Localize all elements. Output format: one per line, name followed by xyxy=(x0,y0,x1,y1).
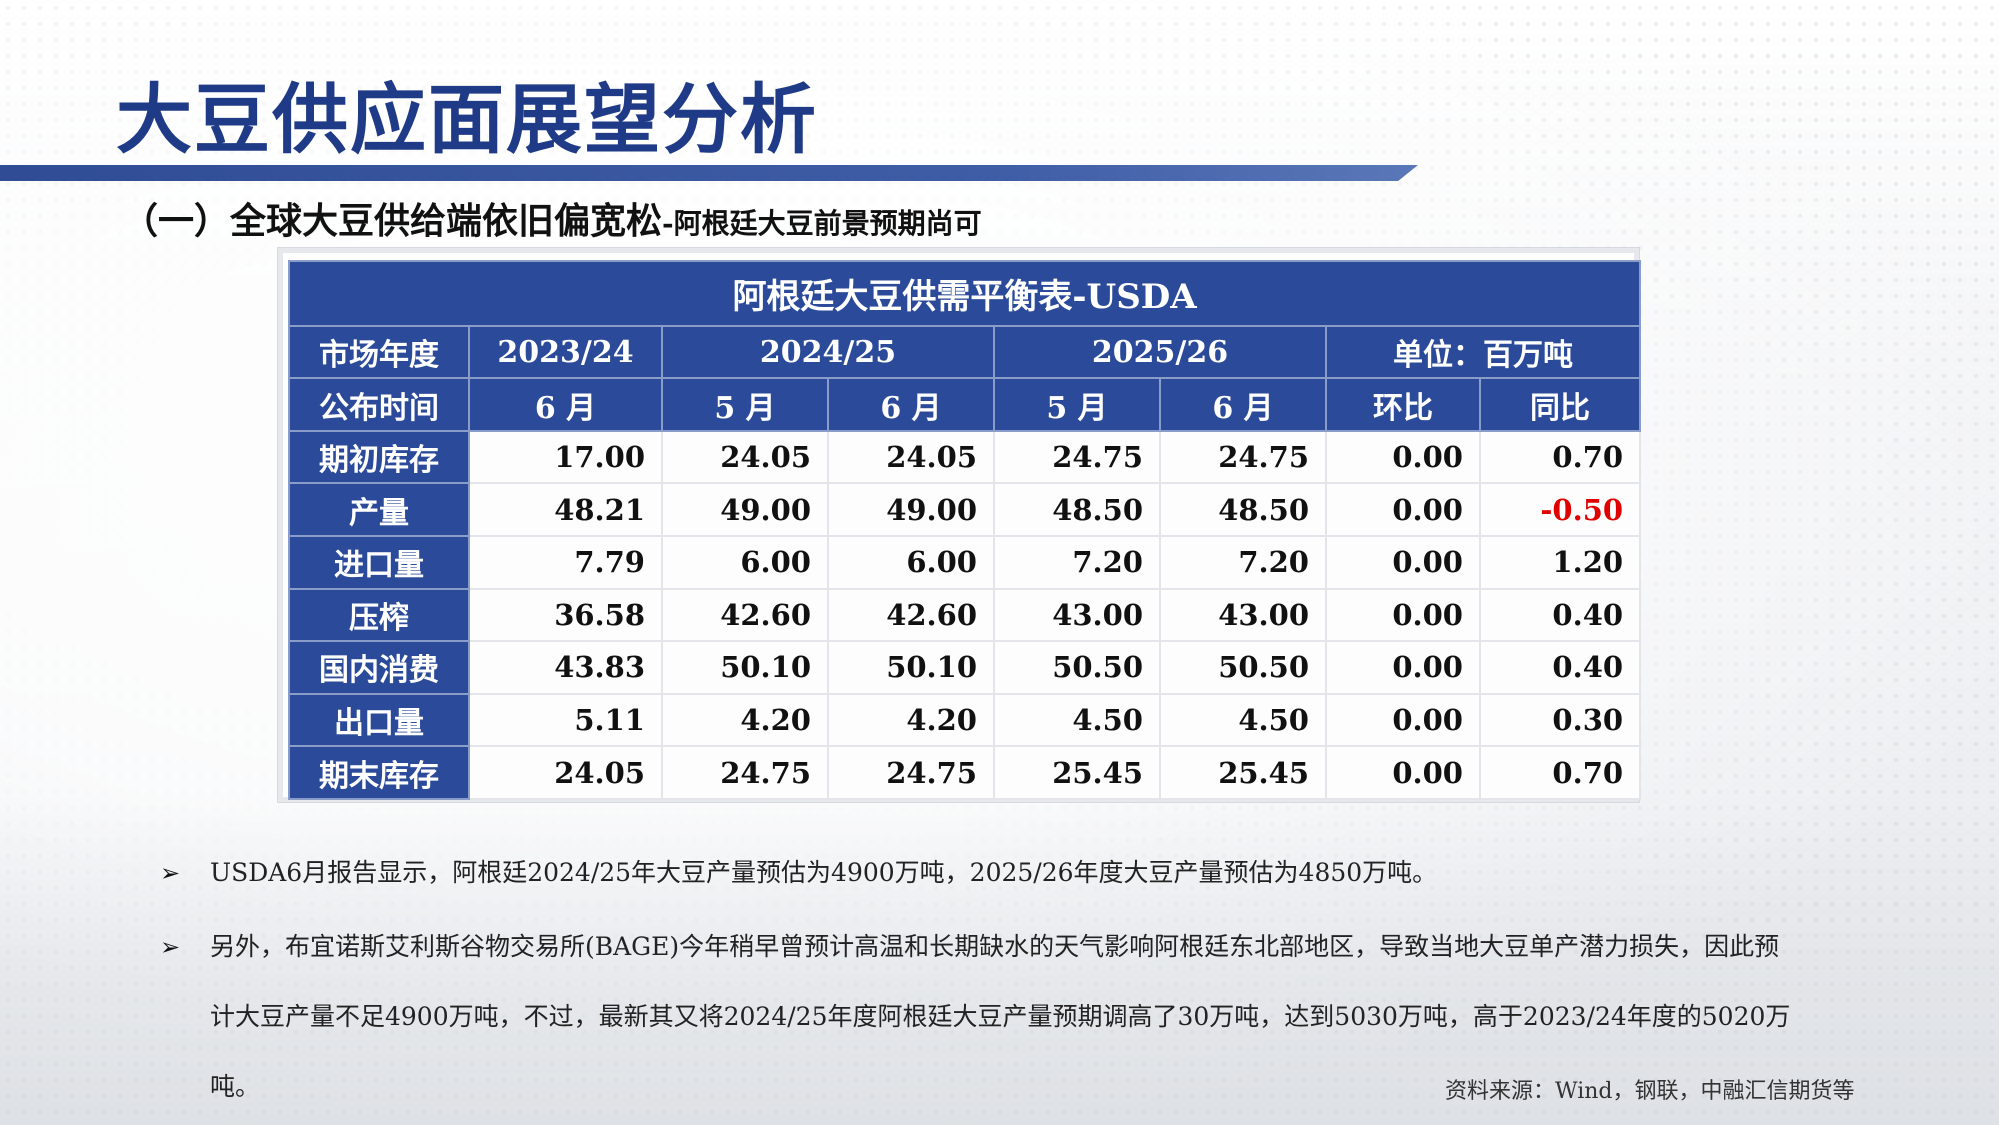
table-cell: 7.20 xyxy=(1159,535,1327,590)
table-cell: 0.30 xyxy=(1478,692,1642,748)
table-cell: 0.00 xyxy=(1325,482,1481,538)
table-cell: 4.50 xyxy=(1159,692,1327,748)
balance-table: 阿根廷大豆供需平衡表-USDA 市场年度 2023/24 2024/25 202… xyxy=(287,260,1642,800)
table-cell: 7.79 xyxy=(468,535,663,590)
header-market-year: 市场年度 xyxy=(288,324,470,380)
table-cell: 50.10 xyxy=(661,640,829,695)
table-cell: 42.60 xyxy=(661,587,829,643)
bullet-text: 另外，布宜诺斯艾利斯谷物交易所(BAGE)今年稍早曾预计高温和长期缺水的天气影响… xyxy=(210,932,1791,1101)
table-row: 出口量 5.11 4.20 4.20 4.50 4.50 0.00 0.30 xyxy=(288,692,1642,748)
table-caption: 阿根廷大豆供需平衡表-USDA xyxy=(287,260,1642,327)
arrow-bullet-icon: ➢ xyxy=(160,933,181,961)
table-cell: 25.45 xyxy=(1159,745,1327,800)
header-col: 环比 xyxy=(1325,377,1481,432)
table-cell: 24.75 xyxy=(993,429,1161,485)
table-cell: 24.05 xyxy=(827,429,995,485)
table-cell: 4.20 xyxy=(661,692,829,748)
header-year-2024: 2024/25 xyxy=(661,324,995,380)
bullet-item: ➢ USDA6月报告显示，阿根廷2024/25年大豆产量预估为4900万吨，20… xyxy=(160,838,1800,908)
table-cell: 49.00 xyxy=(827,482,995,538)
page-title: 大豆供应面展望分析 xyxy=(116,75,818,164)
table-cell: 50.50 xyxy=(1159,640,1327,695)
header-release-time: 公布时间 xyxy=(288,377,470,432)
table-cell: 1.20 xyxy=(1478,535,1642,590)
table-cell: 50.50 xyxy=(993,640,1161,695)
table-cell: 24.75 xyxy=(1159,429,1327,485)
background-skyline xyxy=(0,795,1999,1125)
table-cell: -0.50 xyxy=(1478,482,1642,538)
header-col: 6 月 xyxy=(827,377,995,432)
table-cell: 24.05 xyxy=(468,745,663,800)
bullet-text: USDA6月报告显示，阿根廷2024/25年大豆产量预估为4900万吨，2025… xyxy=(210,858,1438,887)
table-cell: 0.00 xyxy=(1325,587,1481,643)
row-label: 压榨 xyxy=(288,587,470,643)
table-row: 压榨 36.58 42.60 42.60 43.00 43.00 0.00 0.40 xyxy=(288,587,1642,643)
table-row: 期末库存 24.05 24.75 24.75 25.45 25.45 0.00 0.70 xyxy=(288,745,1642,800)
table-cell: 7.20 xyxy=(993,535,1161,590)
table-cell: 24.75 xyxy=(661,745,829,800)
table-cell: 17.00 xyxy=(468,429,663,485)
table-cell: 48.50 xyxy=(1159,482,1327,538)
table-cell: 0.00 xyxy=(1325,429,1481,485)
header-col: 同比 xyxy=(1478,377,1642,432)
table-cell: 49.00 xyxy=(661,482,829,538)
bullet-list: ➢ USDA6月报告显示，阿根廷2024/25年大豆产量预估为4900万吨，20… xyxy=(160,838,1800,1122)
table-cell: 43.83 xyxy=(468,640,663,695)
table-cell: 5.11 xyxy=(468,692,663,748)
row-label: 进口量 xyxy=(288,535,470,590)
table-cell: 48.50 xyxy=(993,482,1161,538)
table-body: 期初库存 17.00 24.05 24.05 24.75 24.75 0.00 0.70 产量 4… xyxy=(288,429,1642,800)
table-cell: 0.70 xyxy=(1478,429,1642,485)
header-year-2025: 2025/26 xyxy=(993,324,1327,380)
title-underline-bar xyxy=(0,165,1418,181)
table-row: 期初库存 17.00 24.05 24.05 24.75 24.75 0.00 0.70 xyxy=(288,429,1642,485)
subtitle-sub: -阿根廷大豆前景预期尚可 xyxy=(662,207,982,240)
table-year-row: 市场年度 2023/24 2024/25 2025/26 单位：百万吨 xyxy=(288,324,1642,380)
table-cell: 0.00 xyxy=(1325,745,1481,800)
header-col: 6 月 xyxy=(468,377,663,432)
header-col: 6 月 xyxy=(1159,377,1327,432)
table-caption-row: 阿根廷大豆供需平衡表-USDA xyxy=(287,260,1642,327)
table-row: 国内消费 43.83 50.10 50.10 50.50 50.50 0.00 0.40 xyxy=(288,640,1642,695)
table-cell: 0.00 xyxy=(1325,692,1481,748)
table-cell: 43.00 xyxy=(993,587,1161,643)
row-label: 期末库存 xyxy=(288,745,470,800)
row-label: 出口量 xyxy=(288,692,470,748)
table-cell: 48.21 xyxy=(468,482,663,538)
table-cell: 24.75 xyxy=(827,745,995,800)
table-cell: 25.45 xyxy=(993,745,1161,800)
table-cell: 4.50 xyxy=(993,692,1161,748)
table-cell: 0.40 xyxy=(1478,587,1642,643)
table-release-row: 公布时间 6 月 5 月 6 月 5 月 6 月 环比 同比 xyxy=(288,377,1642,432)
table-row: 进口量 7.79 6.00 6.00 7.20 7.20 0.00 1.20 xyxy=(288,535,1642,590)
arrow-bullet-icon: ➢ xyxy=(160,859,181,887)
table-row: 产量 48.21 49.00 49.00 48.50 48.50 0.00 -0.50 xyxy=(288,482,1642,538)
table-cell: 36.58 xyxy=(468,587,663,643)
balance-table-frame: 阿根廷大豆供需平衡表-USDA 市场年度 2023/24 2024/25 202… xyxy=(278,248,1642,802)
header-col: 5 月 xyxy=(661,377,829,432)
table-cell: 42.60 xyxy=(827,587,995,643)
table-cell: 50.10 xyxy=(827,640,995,695)
section-subtitle: （一）全球大豆供给端依旧偏宽松-阿根廷大豆前景预期尚可 xyxy=(122,192,982,244)
header-col: 5 月 xyxy=(993,377,1161,432)
row-label: 期初库存 xyxy=(288,429,470,485)
table-cell: 0.00 xyxy=(1325,535,1481,590)
subtitle-main: （一）全球大豆供给端依旧偏宽松 xyxy=(122,200,663,242)
table-cell: 6.00 xyxy=(661,535,829,590)
table-cell: 24.05 xyxy=(661,429,829,485)
bullet-item: ➢ 另外，布宜诺斯艾利斯谷物交易所(BAGE)今年稍早曾预计高温和长期缺水的天气… xyxy=(160,912,1800,1122)
table-cell: 0.40 xyxy=(1478,640,1642,695)
table-cell: 0.00 xyxy=(1325,640,1481,695)
table-cell: 43.00 xyxy=(1159,587,1327,643)
table-cell: 6.00 xyxy=(827,535,995,590)
row-label: 产量 xyxy=(288,482,470,538)
source-note: 资料来源：Wind，钢联，中融汇信期货等 xyxy=(1445,1079,1855,1104)
table-cell: 0.70 xyxy=(1478,745,1642,800)
row-label: 国内消费 xyxy=(288,640,470,695)
table-cell: 4.20 xyxy=(827,692,995,748)
header-unit: 单位：百万吨 xyxy=(1324,324,1642,380)
header-year-2023: 2023/24 xyxy=(468,324,663,380)
